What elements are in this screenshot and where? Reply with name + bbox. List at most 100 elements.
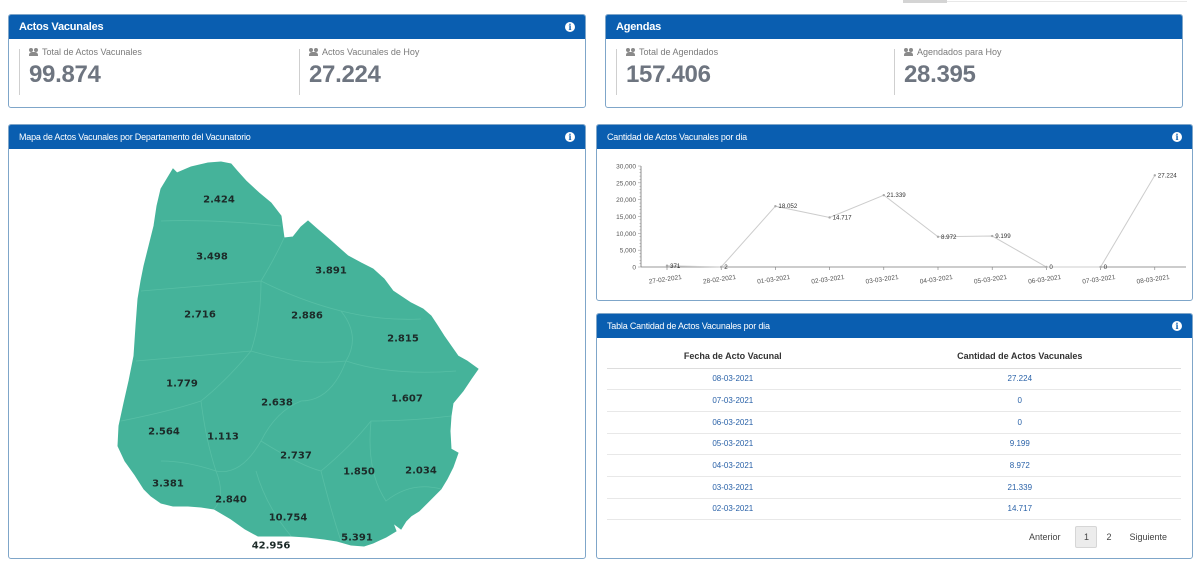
map-department-label: 2.424 xyxy=(203,194,235,206)
info-icon[interactable]: i xyxy=(1172,132,1182,142)
panel-header: Actos Vacunales i xyxy=(9,15,585,39)
cell-cantidad[interactable]: 27.224 xyxy=(858,368,1181,391)
map-department-label: 1.113 xyxy=(207,431,239,443)
data-point xyxy=(1153,174,1156,177)
x-tick-label: 06-03-2021 xyxy=(1028,274,1062,286)
cell-cantidad[interactable]: 0 xyxy=(858,389,1181,412)
data-point xyxy=(828,216,831,219)
table-row: 08-03-2021 27.224 xyxy=(607,368,1181,391)
data-point xyxy=(882,193,885,197)
cell-fecha[interactable]: 06-03-2021 xyxy=(607,411,859,434)
map-department-label: 2.716 xyxy=(184,309,216,321)
table-panel: Tabla Cantidad de Actos Vacunales por di… xyxy=(596,313,1193,559)
pagination-page-2[interactable]: 2 xyxy=(1106,532,1112,542)
y-tick-label: 15,000 xyxy=(616,214,636,221)
agendas-panel: Agendas Total de Agendados 157.406 Agend… xyxy=(605,14,1183,108)
map-department-label: 2.638 xyxy=(261,397,293,409)
table-row: 02-03-2021 14.717 xyxy=(607,498,1181,521)
stat-label: Total de Agendados xyxy=(639,47,719,57)
panel-title: Actos Vacunales xyxy=(19,21,104,33)
panel-header: Agendas xyxy=(606,15,1182,39)
data-label: 0 xyxy=(1049,264,1053,271)
map-department-label: 2.737 xyxy=(280,450,312,462)
table-row: 06-03-2021 0 xyxy=(607,411,1181,434)
line-chart: 0 5,000 10,000 15,000 20,000 25,000 30,000 27-0… xyxy=(616,164,1186,286)
data-point xyxy=(1099,265,1102,269)
map-department-label: 5.391 xyxy=(341,532,373,544)
map-department-label: 3.891 xyxy=(315,265,347,277)
uruguay-map[interactable] xyxy=(9,149,586,559)
map-department-label: 2.815 xyxy=(387,333,419,345)
panel-title: Cantidad de Actos Vacunales por dia xyxy=(607,132,747,142)
panel-title: Agendas xyxy=(616,21,662,33)
stat-value: 27.224 xyxy=(309,61,381,88)
panel-title: Mapa de Actos Vacunales por Departamento… xyxy=(19,132,251,142)
stat-value: 157.406 xyxy=(626,61,711,88)
y-tick-label: 0 xyxy=(632,265,636,272)
info-icon[interactable]: i xyxy=(1172,321,1182,331)
pagination-prev[interactable]: Anterior xyxy=(1028,532,1061,542)
cell-fecha[interactable]: 04-03-2021 xyxy=(607,454,859,477)
cell-cantidad[interactable]: 8.972 xyxy=(858,454,1181,477)
x-tick-label: 04-03-2021 xyxy=(919,274,953,286)
map-department-label: 2.564 xyxy=(148,426,180,438)
map-department-label: 3.381 xyxy=(152,478,184,490)
cell-fecha[interactable]: 03-03-2021 xyxy=(607,476,859,499)
data-label: 21.339 xyxy=(887,192,906,199)
stat-value: 28.395 xyxy=(904,61,976,88)
daily-table: Fecha de Acto Vacunal Cantidad de Actos … xyxy=(607,344,1181,521)
x-tick-label: 02-03-2021 xyxy=(811,274,845,286)
data-point xyxy=(991,234,994,238)
actos-vacunales-panel: Actos Vacunales i Total de Actos Vacunal… xyxy=(8,14,586,108)
table-header-row: Fecha de Acto Vacunal Cantidad de Actos … xyxy=(607,344,1181,369)
users-icon xyxy=(309,48,319,56)
map-panel: Mapa de Actos Vacunales por Departamento… xyxy=(8,124,586,559)
data-label: 371 xyxy=(670,263,681,270)
map-shape-uruguay[interactable] xyxy=(117,161,479,547)
info-icon[interactable]: i xyxy=(565,22,575,32)
data-label: 9.199 xyxy=(995,233,1011,240)
pagination-page-1[interactable]: 1 xyxy=(1075,526,1098,548)
cell-fecha[interactable]: 02-03-2021 xyxy=(607,498,859,521)
cell-cantidad[interactable]: 21.339 xyxy=(858,476,1181,499)
x-tick-label: 05-03-2021 xyxy=(974,274,1008,286)
stat-label: Actos Vacunales de Hoy xyxy=(322,47,420,57)
stat-total-agendados: Total de Agendados 157.406 xyxy=(616,47,719,95)
pagination-next[interactable]: Siguiente xyxy=(1129,532,1167,542)
table-body: 08-03-2021 27.224 07-03-2021 0 06-03-2021 0 05… xyxy=(607,368,1181,521)
info-icon[interactable]: i xyxy=(565,132,575,142)
column-header-fecha[interactable]: Fecha de Acto Vacunal xyxy=(607,344,859,369)
map-department-label: 2.886 xyxy=(291,310,323,322)
stat-agendados-hoy: Agendados para Hoy 28.395 xyxy=(894,47,1002,95)
data-label: 8.972 xyxy=(941,234,957,241)
users-icon xyxy=(626,48,636,56)
cell-cantidad[interactable]: 14.717 xyxy=(858,498,1181,521)
x-tick-label: 03-03-2021 xyxy=(865,274,899,286)
cell-cantidad[interactable]: 9.199 xyxy=(858,433,1181,456)
table-row: 05-03-2021 9.199 xyxy=(607,433,1181,456)
map-department-label: 42.956 xyxy=(251,540,291,552)
x-tick-label: 01-03-2021 xyxy=(757,274,791,286)
cell-fecha[interactable]: 07-03-2021 xyxy=(607,389,859,412)
panel-header: Cantidad de Actos Vacunales por dia i xyxy=(597,125,1192,149)
top-scroll-indicator xyxy=(903,0,947,3)
x-tick-label: 07-03-2021 xyxy=(1082,274,1116,286)
map-department-label: 1.850 xyxy=(343,466,375,478)
panel-title: Tabla Cantidad de Actos Vacunales por di… xyxy=(607,321,770,331)
data-label: 0 xyxy=(1104,264,1108,271)
table-row: 04-03-2021 8.972 xyxy=(607,454,1181,477)
y-tick-label: 10,000 xyxy=(616,231,636,238)
cell-cantidad[interactable]: 0 xyxy=(858,411,1181,434)
cell-fecha[interactable]: 08-03-2021 xyxy=(607,368,859,391)
panel-header: Mapa de Actos Vacunales por Departamento… xyxy=(9,125,585,149)
x-tick-label: 08-03-2021 xyxy=(1136,274,1170,286)
stat-actos-hoy: Actos Vacunales de Hoy 27.224 xyxy=(299,47,420,95)
y-tick-label: 25,000 xyxy=(616,180,636,187)
map-department-label: 10.754 xyxy=(268,512,308,524)
stat-label: Agendados para Hoy xyxy=(917,47,1002,57)
data-point xyxy=(774,205,777,208)
map-department-label: 2.034 xyxy=(405,465,437,477)
column-header-cantidad[interactable]: Cantidad de Actos Vacunales xyxy=(858,344,1181,369)
cell-fecha[interactable]: 05-03-2021 xyxy=(607,433,859,456)
